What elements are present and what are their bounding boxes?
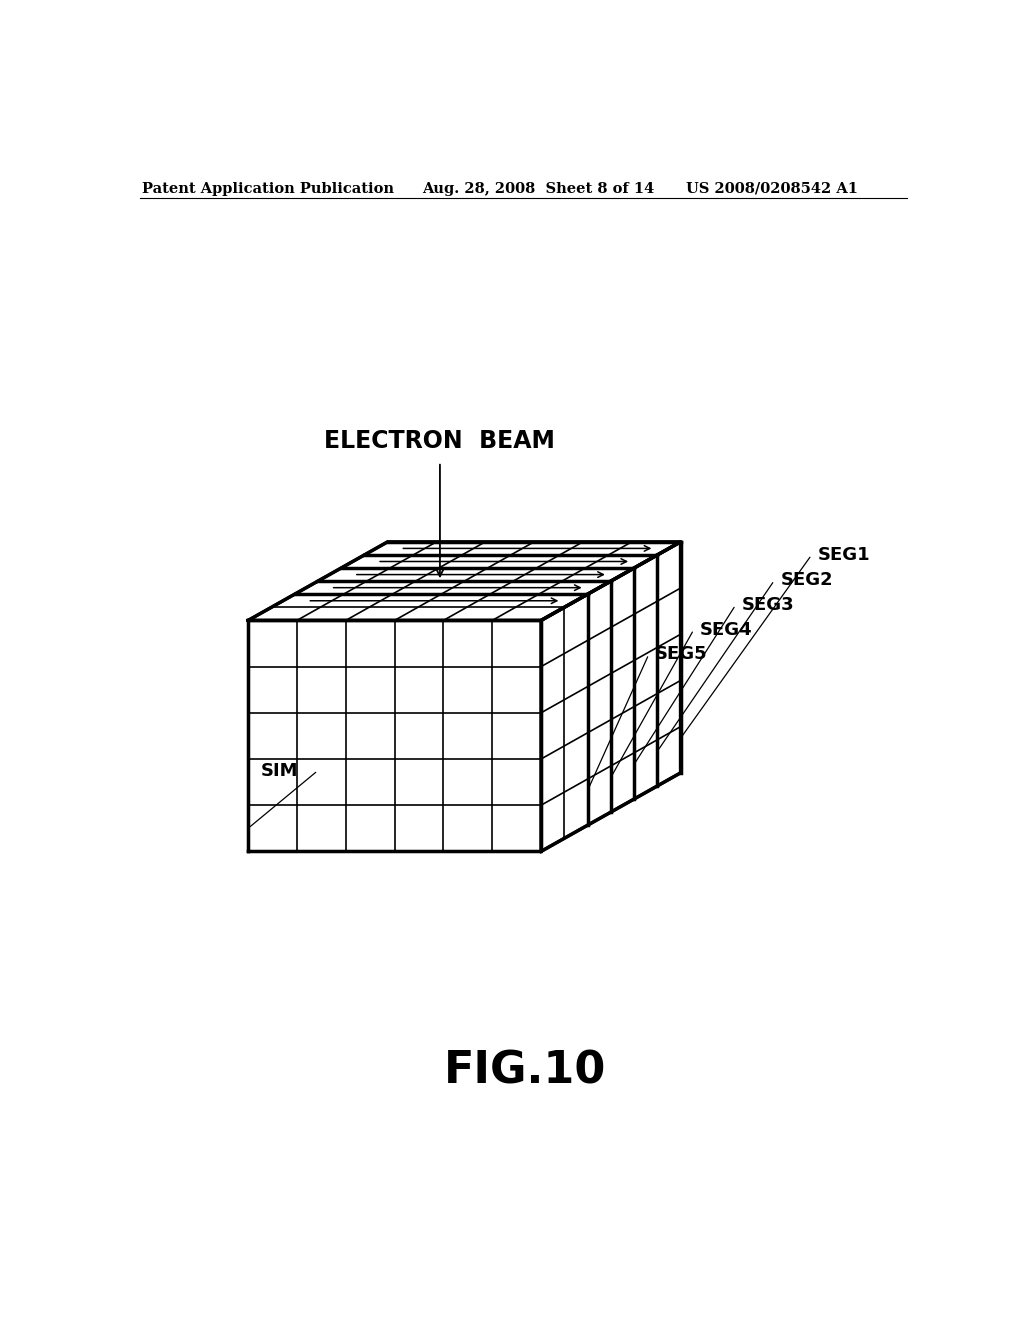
Text: Aug. 28, 2008  Sheet 8 of 14: Aug. 28, 2008 Sheet 8 of 14 bbox=[423, 182, 654, 195]
Text: SEG5: SEG5 bbox=[655, 645, 708, 663]
Text: SEG3: SEG3 bbox=[741, 597, 795, 614]
Text: SEG2: SEG2 bbox=[780, 572, 834, 589]
Text: Patent Application Publication: Patent Application Publication bbox=[142, 182, 394, 195]
Text: SIM: SIM bbox=[261, 762, 299, 780]
Text: US 2008/0208542 A1: US 2008/0208542 A1 bbox=[686, 182, 858, 195]
Text: ELECTRON  BEAM: ELECTRON BEAM bbox=[325, 429, 555, 453]
Text: SEG1: SEG1 bbox=[818, 546, 870, 564]
Text: SEG4: SEG4 bbox=[700, 620, 753, 639]
Text: FIG.10: FIG.10 bbox=[443, 1049, 606, 1093]
